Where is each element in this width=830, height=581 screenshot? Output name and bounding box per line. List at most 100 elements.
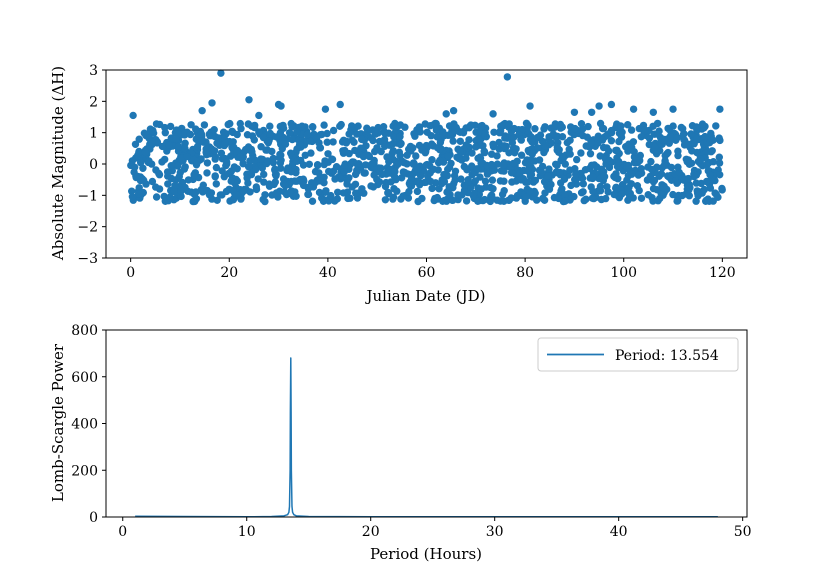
scatter-point — [233, 130, 241, 139]
scatter-point — [152, 193, 161, 201]
scatter-point — [216, 191, 225, 199]
scatter-point — [299, 181, 308, 190]
scatter-point — [323, 138, 331, 146]
scatter-point — [664, 148, 672, 157]
scatter-point — [524, 178, 532, 186]
scatter-point — [271, 166, 279, 174]
scatter-point — [184, 176, 193, 184]
scatter-point — [449, 137, 457, 145]
scatter-point — [212, 180, 220, 188]
scatter-point — [205, 130, 213, 138]
scatter-point — [328, 155, 337, 164]
scatter-point — [233, 146, 242, 155]
top-y-tick-label: 3 — [89, 63, 98, 79]
scatter-point — [702, 196, 711, 204]
scatter-point — [264, 139, 272, 147]
scatter-point — [183, 152, 192, 161]
scatter-point — [602, 194, 610, 203]
scatter-point — [624, 121, 632, 129]
scatter-point — [517, 135, 525, 144]
scatter-point — [697, 155, 705, 164]
scatter-point — [197, 130, 206, 138]
scatter-point — [531, 125, 539, 133]
scatter-point — [440, 178, 449, 186]
scatter-point — [165, 141, 173, 149]
top-y-tick-label: −1 — [77, 188, 98, 204]
scatter-point — [497, 122, 505, 130]
scatter-point — [421, 149, 429, 157]
scatter-point — [413, 187, 422, 196]
scatter-point — [266, 122, 274, 130]
scatter-point — [557, 179, 565, 187]
scatter-point — [327, 191, 335, 200]
scatter-point — [604, 188, 612, 196]
scatter-point — [406, 142, 415, 151]
scatter-point — [499, 161, 507, 169]
scatter-point — [369, 159, 377, 167]
scatter-point-outlier — [595, 102, 603, 110]
scatter-point — [181, 139, 189, 147]
scatter-point — [667, 163, 676, 172]
scatter-point — [248, 148, 256, 156]
scatter-point — [488, 176, 497, 184]
scatter-point-outlier — [526, 102, 534, 110]
scatter-point — [479, 196, 487, 205]
top-x-axis-title: Julian Date (JD) — [364, 287, 485, 305]
scatter-point — [152, 183, 160, 191]
scatter-point — [232, 191, 241, 199]
scatter-point — [667, 133, 675, 142]
scatter-point — [449, 196, 457, 204]
scatter-point — [563, 138, 571, 147]
scatter-point — [202, 148, 210, 157]
scatter-point — [399, 192, 407, 200]
scatter-point — [715, 153, 723, 161]
scatter-point — [693, 189, 702, 197]
scatter-point — [571, 124, 579, 133]
scatter-point — [298, 122, 306, 130]
scatter-point — [381, 196, 390, 204]
scatter-point — [257, 155, 265, 163]
scatter-point — [149, 126, 157, 135]
scatter-point — [664, 124, 672, 133]
scatter-point — [236, 119, 244, 128]
scatter-point — [637, 165, 645, 173]
scatter-point — [281, 140, 290, 148]
scatter-point — [222, 187, 231, 196]
scatter-point — [301, 151, 309, 159]
scatter-point — [284, 165, 293, 173]
scatter-point — [651, 143, 659, 151]
scatter-point — [414, 197, 422, 206]
scatter-point — [628, 170, 636, 178]
scatter-point — [700, 185, 708, 194]
scatter-point — [200, 121, 209, 129]
scatter-point — [352, 189, 360, 197]
scatter-point — [555, 148, 563, 156]
scatter-point — [440, 196, 449, 205]
scatter-point — [405, 187, 413, 196]
scatter-point — [261, 197, 269, 206]
scatter-point — [348, 183, 356, 191]
scatter-point — [288, 135, 296, 144]
scatter-point — [298, 176, 306, 184]
bottom-y-tick-label: 0 — [89, 510, 98, 526]
scatter-point — [558, 185, 566, 193]
scatter-point — [487, 160, 496, 169]
scatter-point — [371, 128, 379, 136]
scatter-point — [498, 190, 507, 199]
bottom-x-tick-label: 50 — [734, 524, 752, 540]
legend-label: Period: 13.554 — [615, 348, 719, 364]
scatter-point — [545, 135, 553, 144]
scatter-point — [306, 137, 314, 145]
scatter-point-outlier — [277, 102, 285, 110]
scatter-point — [396, 140, 405, 149]
scatter-point — [707, 148, 715, 156]
scatter-point — [647, 157, 655, 166]
scatter-point — [359, 152, 368, 161]
scatter-point — [287, 149, 295, 157]
scatter-point — [410, 160, 418, 168]
scatter-point — [501, 134, 509, 142]
scatter-point — [706, 171, 714, 179]
scatter-point — [378, 170, 386, 179]
scatter-point — [398, 174, 406, 182]
periodogram-panel: Period (Hours) Lomb-Scargle Power 0 10 20 3… — [49, 323, 752, 563]
